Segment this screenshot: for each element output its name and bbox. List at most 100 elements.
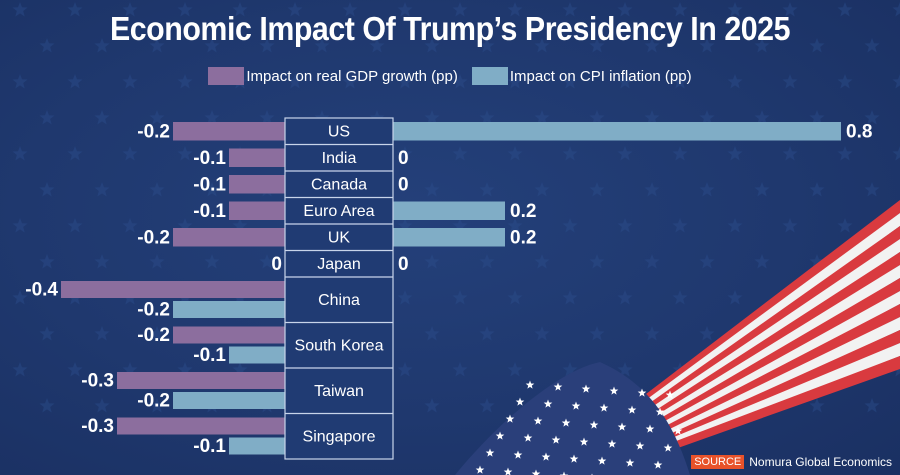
gdp-bar	[229, 148, 285, 167]
flag-star-icon	[673, 426, 683, 435]
background-star-icon	[507, 146, 523, 161]
cpi-data-label: -0.2	[137, 300, 170, 321]
gdp-data-label: -0.2	[137, 121, 170, 142]
category-box	[284, 117, 394, 460]
background-star-icon	[204, 38, 220, 53]
flag-star-icon	[475, 465, 485, 474]
flag-stripe	[547, 226, 900, 475]
background-star-icon	[644, 110, 660, 125]
background-star-icon	[672, 2, 688, 17]
category-label: Canada	[311, 176, 367, 193]
flag-star-icon	[513, 450, 523, 459]
flag-star-icon	[607, 439, 617, 448]
background-star-icon	[727, 74, 743, 89]
background-star-icon	[809, 38, 825, 53]
flag-star-icon	[637, 388, 647, 397]
category-label: Japan	[317, 256, 361, 273]
background-star-icon	[562, 290, 578, 305]
flag-star-icon	[617, 422, 627, 431]
gdp-data-label: 0	[271, 254, 282, 275]
background-star-icon	[94, 110, 110, 125]
background-star-icon	[67, 218, 83, 233]
flag-star-icon	[533, 416, 543, 425]
background-star-icon	[699, 182, 715, 197]
flag-star-icon	[599, 403, 609, 412]
flag-star-icon	[541, 452, 551, 461]
background-star-icon	[12, 146, 28, 161]
flag-star-icon	[503, 467, 513, 475]
background-star-icon	[39, 398, 55, 413]
background-star-icon	[534, 110, 550, 125]
background-star-icon	[204, 110, 220, 125]
background-star-icon	[369, 38, 385, 53]
background-star-icon	[562, 2, 578, 17]
background-star-icon	[149, 254, 165, 269]
background-star-icon	[204, 254, 220, 269]
background-star-icon	[507, 2, 523, 17]
background-star-icon	[562, 74, 578, 89]
background-star-icon	[204, 182, 220, 197]
background-star-icon	[809, 398, 825, 413]
legend: Impact on real GDP growth (pp) Impact on…	[0, 67, 900, 85]
background-star-icon	[452, 2, 468, 17]
gdp-data-label: -0.3	[81, 416, 114, 437]
background-star-icon	[122, 2, 138, 17]
background-star-icon	[699, 326, 715, 341]
background-star-icon	[12, 290, 28, 305]
background-star-icon	[342, 74, 358, 89]
category-label: US	[328, 123, 350, 140]
background-star-icon	[177, 2, 193, 17]
background-star-icon	[479, 182, 495, 197]
background-star-icon	[39, 182, 55, 197]
flag-star-icon	[655, 407, 665, 416]
gdp-bar	[173, 228, 285, 247]
flag-star-icon	[653, 460, 663, 469]
background-star-icon	[837, 2, 853, 17]
gdp-data-label: -0.2	[137, 325, 170, 346]
background-star-icon	[727, 2, 743, 17]
background-star-icon	[837, 146, 853, 161]
gdp-bar	[173, 326, 285, 344]
flag-star-icon	[571, 401, 581, 410]
background-star-icon	[892, 146, 900, 161]
cpi-bar	[229, 346, 285, 364]
background-star-icon	[617, 74, 633, 89]
background-star-icon	[424, 398, 440, 413]
legend-label-gdp: Impact on real GDP growth (pp)	[246, 67, 458, 85]
cpi-data-label: -0.1	[193, 436, 226, 457]
background-star-icon	[534, 38, 550, 53]
source-credit: SOURCE Nomura Global Economics	[691, 455, 892, 469]
background-star-icon	[12, 218, 28, 233]
background-star-icon	[452, 74, 468, 89]
flag-stripe	[567, 291, 900, 475]
gdp-data-label: -0.1	[193, 174, 226, 195]
flag-canton	[455, 362, 690, 475]
background-star-icon	[122, 218, 138, 233]
background-star-icon	[837, 218, 853, 233]
background-star-icon	[259, 38, 275, 53]
category-label: Taiwan	[314, 383, 364, 400]
gdp-data-label: -0.1	[193, 148, 226, 169]
flag-star-icon	[635, 441, 645, 450]
background-star-icon	[644, 182, 660, 197]
background-star-icon	[782, 218, 798, 233]
flag-stripe	[586, 356, 900, 475]
background-star-icon	[314, 38, 330, 53]
cpi-bar	[229, 437, 285, 455]
background-star-icon	[397, 290, 413, 305]
background-star-icon	[452, 290, 468, 305]
gdp-data-label: -0.4	[25, 280, 58, 301]
background-star-icon	[507, 74, 523, 89]
flag-star-icon	[663, 443, 673, 452]
background-star-icon	[617, 146, 633, 161]
background-star-icon	[507, 218, 523, 233]
background-star-icon	[397, 218, 413, 233]
cpi-bar	[393, 228, 505, 247]
background-star-icon	[12, 362, 28, 377]
background-star-icon	[122, 146, 138, 161]
background-star-icon	[314, 110, 330, 125]
background-star-icon	[149, 182, 165, 197]
flag-star-icon	[589, 420, 599, 429]
background-star-icon	[149, 398, 165, 413]
